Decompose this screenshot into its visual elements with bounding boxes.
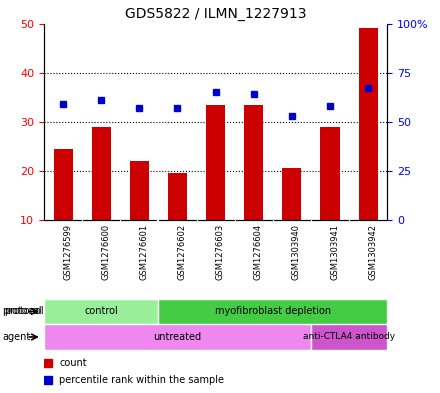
Text: protocol: protocol: [2, 307, 42, 316]
FancyBboxPatch shape: [311, 324, 387, 350]
Text: control: control: [84, 307, 118, 316]
Text: percentile rank within the sample: percentile rank within the sample: [59, 375, 224, 385]
Bar: [168, 173, 187, 220]
Text: GSM1303940: GSM1303940: [292, 224, 301, 280]
Text: GSM1303942: GSM1303942: [368, 224, 377, 280]
FancyBboxPatch shape: [44, 324, 311, 350]
Text: untreated: untreated: [154, 332, 202, 342]
Text: GSM1276603: GSM1276603: [216, 224, 224, 280]
Text: protocol: protocol: [4, 307, 44, 316]
Text: count: count: [59, 358, 87, 367]
Text: anti-CTLA4 antibody: anti-CTLA4 antibody: [303, 332, 395, 342]
Bar: [92, 127, 111, 220]
Bar: [359, 29, 378, 220]
Text: agent: agent: [2, 332, 30, 342]
Text: GSM1276599: GSM1276599: [63, 224, 72, 280]
Text: GSM1276600: GSM1276600: [101, 224, 110, 280]
Text: myofibroblast depletion: myofibroblast depletion: [215, 307, 331, 316]
Bar: [54, 149, 73, 220]
Bar: [282, 169, 301, 220]
FancyBboxPatch shape: [44, 299, 158, 324]
Text: GSM1276602: GSM1276602: [177, 224, 187, 280]
Text: GSM1303941: GSM1303941: [330, 224, 339, 280]
Bar: [244, 105, 263, 220]
Text: GSM1276604: GSM1276604: [254, 224, 263, 280]
FancyBboxPatch shape: [158, 299, 387, 324]
Title: GDS5822 / ILMN_1227913: GDS5822 / ILMN_1227913: [125, 7, 306, 21]
Bar: [320, 127, 340, 220]
Text: GSM1276601: GSM1276601: [139, 224, 148, 280]
Bar: [130, 161, 149, 220]
Bar: [206, 105, 225, 220]
